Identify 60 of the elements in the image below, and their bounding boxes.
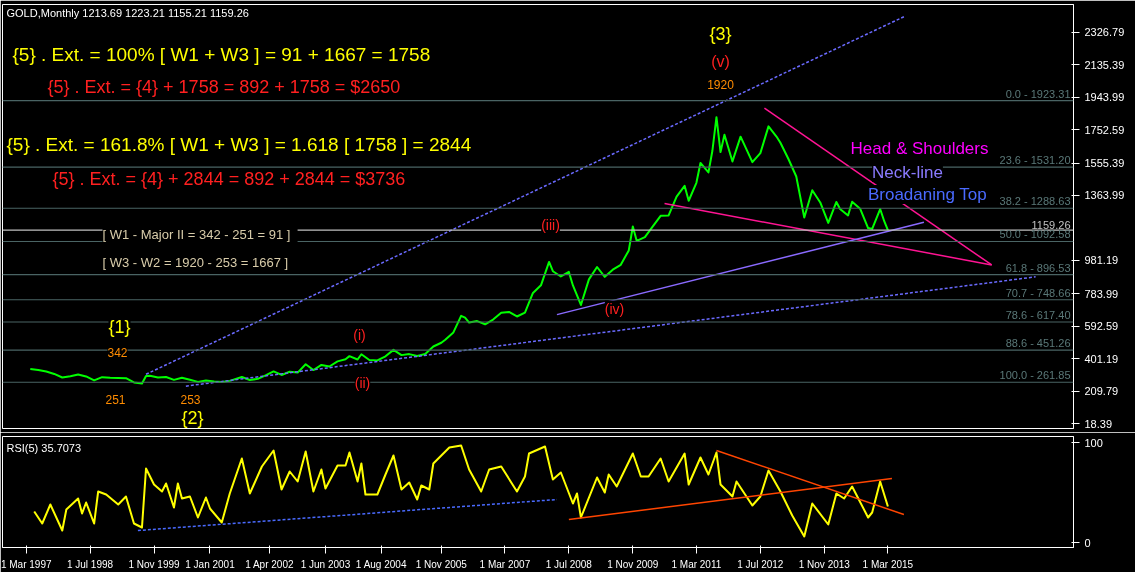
x-tick-label: 1 Jan 2001 — [185, 558, 236, 570]
annotation: [ W3 - W2 = 1920 - 253 = 1667 ] — [102, 255, 289, 270]
annotation: (iv) — [604, 300, 625, 317]
annotation: (v) — [711, 53, 730, 70]
x-tick-label: 1 Apr 2002 — [245, 558, 294, 570]
annotation: 23.6 - 1531.20 — [999, 154, 1071, 167]
x-tick-label: 1 Mar 2011 — [671, 558, 722, 570]
y-tick-label: 100 — [1084, 436, 1103, 449]
annotation: 251 — [105, 393, 126, 407]
y-tick-label: 1555.39 — [1084, 157, 1125, 170]
annotation: {5} . Ext. = {4} + 1758 = 892 + 1758 = $2650 — [47, 76, 401, 97]
x-tick-label: 1 Nov 2013 — [798, 558, 851, 570]
x-tick-label: 1 Aug 2004 — [355, 558, 407, 570]
x-tick-label: 1 Mar 1997 — [0, 558, 52, 570]
y-tick-label: 2326.79 — [1084, 26, 1125, 39]
annotation: (ii) — [354, 374, 371, 391]
x-tick-label: 1 Jul 2012 — [737, 558, 784, 570]
annotation: 253 — [180, 393, 201, 407]
annotation: {3} — [709, 23, 732, 44]
y-tick-label: 981.19 — [1084, 254, 1119, 267]
annotation: {5} . Ext. = 161.8% [ W1 + W3 ] = 1.618 [ 1758 ] = 2844 — [6, 134, 472, 155]
annotation: {5} . Ext. = 100% [ W1 + W3 ] = 91 + 1667 = 1758 — [12, 44, 431, 65]
y-tick-label: 209.79 — [1084, 385, 1119, 398]
y-tick-label: 783.99 — [1084, 287, 1119, 300]
x-tick-label: 1 Jul 2008 — [545, 558, 593, 570]
chart-title: GOLD,Monthly 1213.69 1223.21 1155.21 1159.26 — [6, 6, 249, 19]
chart-title: RSI(5) 35.7073 — [6, 441, 82, 454]
annotation: [ W1 - Major II = 342 - 251 = 91 ] — [102, 227, 291, 242]
annotation: Neck-line — [872, 163, 943, 182]
y-tick-label: 0 — [1084, 536, 1091, 549]
y-tick-label: 592.59 — [1084, 320, 1119, 333]
x-tick-label: 1 Mar 2007 — [479, 558, 531, 570]
x-tick-label: 1 Mar 2015 — [862, 558, 914, 570]
y-tick-label: 2135.39 — [1084, 58, 1125, 71]
annotation: 100.0 - 261.85 — [999, 369, 1071, 382]
annotation: {5} . Ext. = {4} + 2844 = 892 + 2844 = $3736 — [52, 168, 406, 189]
x-tick-label: 1 Nov 2005 — [415, 558, 468, 570]
annotation: {1} — [108, 316, 131, 337]
annotation: 78.6 - 617.40 — [1005, 309, 1071, 322]
y-tick-label: 1363.99 — [1084, 189, 1125, 202]
annotation: Head & Shoulders — [850, 139, 989, 158]
annotation: (i) — [353, 326, 366, 343]
annotation: Broadaning Top — [867, 185, 987, 204]
annotation: 88.6 - 451.26 — [1005, 337, 1071, 350]
annotation: 70.7 - 748.66 — [1005, 286, 1071, 299]
y-tick-label: 18.39 — [1084, 417, 1113, 430]
annotation: (iii) — [541, 216, 560, 233]
annotation: 38.2 - 1288.63 — [999, 195, 1071, 208]
x-tick-label: 1 Nov 2009 — [607, 558, 659, 570]
annotation: 0.0 - 1923.31 — [1005, 87, 1071, 100]
x-tick-label: 1 Jun 2003 — [300, 558, 351, 570]
x-tick-label: 1 Nov 1999 — [128, 558, 181, 570]
annotation: {2} — [181, 407, 204, 428]
annotation: 1920 — [707, 78, 735, 92]
y-tick-label: 1943.99 — [1084, 91, 1125, 104]
x-tick-label: 1 Jul 1998 — [66, 558, 114, 570]
y-tick-label: 401.19 — [1084, 352, 1119, 365]
annotation: 61.8 - 896.53 — [1005, 261, 1071, 274]
annotation: 342 — [107, 346, 128, 360]
y-tick-label: 1752.59 — [1084, 123, 1125, 136]
